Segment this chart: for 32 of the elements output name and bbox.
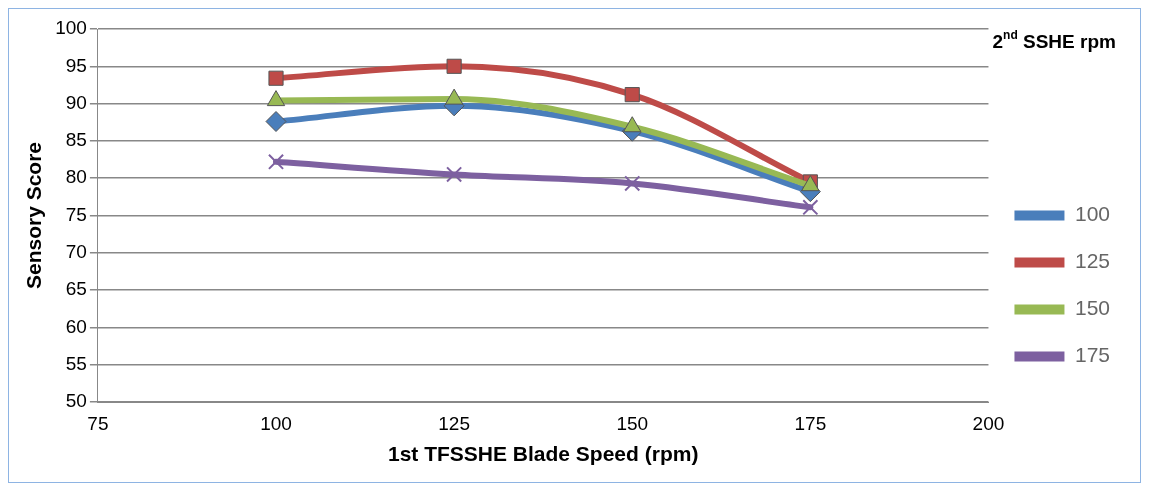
legend-label: 100: [1074, 202, 1111, 226]
y-tick-label: 65: [65, 278, 87, 300]
y-tick-label: 100: [55, 17, 87, 39]
y-tick-label: 90: [65, 91, 87, 113]
legend-label: 125: [1074, 249, 1111, 273]
x-tick-label: 100: [260, 412, 292, 434]
point: [802, 199, 819, 216]
y-tick-label: 50: [65, 390, 87, 412]
y-tick-label: 85: [65, 129, 87, 151]
point: [624, 175, 641, 192]
point: [268, 70, 284, 86]
legend-label: 150: [1074, 296, 1111, 320]
point: [266, 90, 286, 107]
y-tick-label: 80: [65, 166, 87, 188]
y-tick-label: 95: [65, 54, 87, 76]
x-tick-label: 175: [794, 412, 827, 434]
y-tick-label: 70: [65, 241, 87, 263]
x-axis-title: 1st TFSSHE Blade Speed (rpm): [387, 442, 699, 466]
point: [446, 58, 462, 74]
y-tick-label: 60: [65, 315, 87, 337]
x-tick-label: 200: [972, 412, 1005, 434]
legend-label: 175: [1074, 343, 1111, 367]
x-tick-label: 75: [87, 412, 109, 434]
point: [624, 87, 640, 103]
point: [446, 166, 463, 183]
x-tick-label: 150: [616, 412, 649, 434]
x-tick-label: 125: [438, 412, 470, 434]
y-axis-title: Sensory Score: [22, 141, 46, 290]
point: [265, 111, 287, 132]
y-tick-label: 75: [65, 203, 87, 225]
point: [267, 153, 285, 170]
y-tick-label: 55: [65, 352, 87, 374]
